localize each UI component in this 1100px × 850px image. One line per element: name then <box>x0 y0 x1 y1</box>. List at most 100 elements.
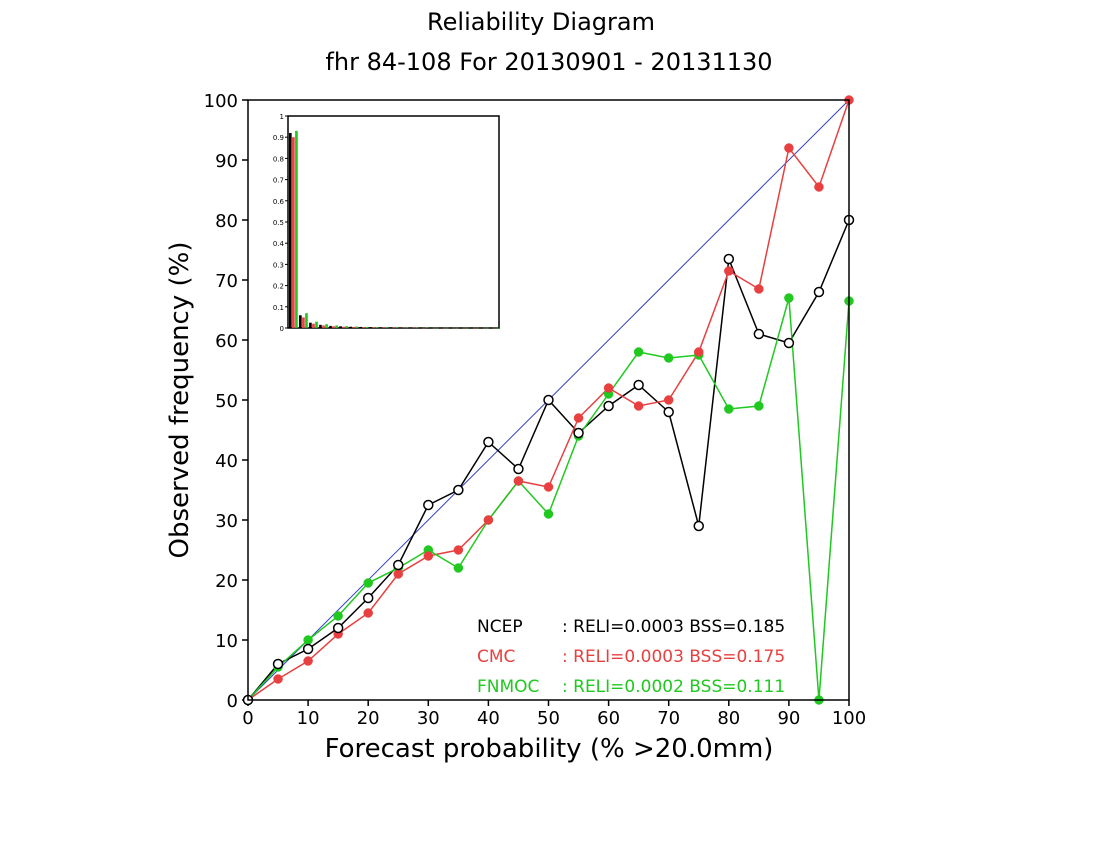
legend: NCEP : RELI=0.0003 BSS=0.185 CMC : RELI=0.0… <box>477 617 785 697</box>
data-point-ncep <box>302 643 314 655</box>
data-point-cmc <box>754 284 764 294</box>
data-point-fnmoc <box>363 578 373 588</box>
data-point-cmc <box>814 182 824 192</box>
inset-bar-fnmoc <box>335 325 338 328</box>
y-tick-label: 50 <box>215 391 238 412</box>
data-point-cmc <box>303 656 313 666</box>
data-point-cmc <box>483 515 494 525</box>
data-point-fnmoc <box>453 563 464 573</box>
x-tick-label: 50 <box>537 708 560 729</box>
inset-bar-fnmoc <box>465 327 469 329</box>
data-point-ncep <box>513 463 524 475</box>
data-point-cmc <box>633 401 644 411</box>
legend-name-ncep: NCEP <box>477 617 523 637</box>
inset-bar-fnmoc <box>415 327 419 329</box>
inset-y-tick-label: 0.7 <box>273 177 284 185</box>
inset-bar-ncep <box>459 327 463 329</box>
inset-bar-cmc <box>492 327 496 329</box>
y-tick-label: 40 <box>215 451 238 472</box>
inset-bar-fnmoc <box>445 327 449 329</box>
inset-bar-ncep <box>409 327 413 329</box>
inset-y-tick-label: 1 <box>280 113 284 121</box>
inset-bar-cmc <box>422 327 426 329</box>
inset-bar-ncep <box>429 327 433 329</box>
inset-bar-cmc <box>302 317 305 328</box>
y-tick-label: 10 <box>215 631 238 652</box>
inset-bar-cmc <box>322 325 325 328</box>
inset-bar-fnmoc <box>385 327 389 328</box>
inset-bar-cmc <box>362 327 366 328</box>
y-tick-label: 90 <box>215 151 238 172</box>
data-point-cmc <box>513 476 524 486</box>
data-point-cmc <box>543 482 554 492</box>
inset-bar-cmc <box>402 327 406 329</box>
data-point-ncep <box>543 394 554 406</box>
inset-bar-ncep <box>489 327 493 329</box>
inset-bar-cmc <box>432 327 436 329</box>
data-point-fnmoc <box>543 509 554 519</box>
data-point-cmc <box>423 551 434 561</box>
inset-bar-ncep <box>449 327 453 329</box>
inset-bar-ncep <box>379 327 383 328</box>
inset-bar-fnmoc <box>485 327 489 329</box>
legend-name-fnmoc: FNMOC <box>477 677 539 697</box>
inset-bar-ncep <box>419 327 423 329</box>
x-axis-label: Forecast probability (% >20.0mm) <box>325 734 774 764</box>
inset-bar-cmc <box>452 327 456 329</box>
data-point-cmc <box>573 413 584 423</box>
inset-bar-cmc <box>342 326 345 328</box>
series-line-fnmoc <box>247 297 850 701</box>
chart-subtitle: fhr 84-108 For 20130901 - 20131130 <box>325 48 772 76</box>
inset-bar-fnmoc <box>496 327 499 329</box>
y-axis-label: Observed frequency (%) <box>165 241 195 558</box>
y-tick-label: 80 <box>215 211 238 232</box>
data-point-ncep <box>813 286 825 298</box>
data-point-fnmoc <box>333 611 343 621</box>
inset-bar-fnmoc <box>305 313 308 328</box>
inset-bar-ncep <box>319 324 322 328</box>
data-point-ncep <box>362 592 374 604</box>
inset-bar-cmc <box>352 326 355 328</box>
y-tick-label: 0 <box>227 691 238 712</box>
inset-bar-fnmoc <box>365 326 369 328</box>
y-tick-label: 100 <box>204 91 238 112</box>
legend-stats-fnmoc: : RELI=0.0002 BSS=0.111 <box>562 677 785 697</box>
data-point-ncep <box>332 622 344 634</box>
data-point-cmc <box>363 608 373 618</box>
inset-bar-cmc <box>332 326 335 328</box>
data-point-ncep <box>633 379 644 391</box>
inset-y-tick-label: 0.8 <box>273 155 284 163</box>
inset-bar-cmc <box>382 327 386 328</box>
x-tick-label: 80 <box>717 708 740 729</box>
data-point-ncep <box>423 499 434 511</box>
inset-y-tick-label: 0.3 <box>273 261 284 269</box>
data-point-ncep <box>783 337 795 349</box>
inset-y-tick-label: 0.2 <box>273 283 284 291</box>
inset-histogram: 0 0.1 0.2 0.3 0.4 0.5 0.6 0.7 0.8 0.9 1 <box>273 113 500 333</box>
series-layer <box>242 95 855 706</box>
inset-y-tick-label: 0 <box>280 325 284 333</box>
x-tick-label: 0 <box>242 708 253 729</box>
y-tick-label: 20 <box>215 571 238 592</box>
data-point-ncep <box>603 400 614 412</box>
data-point-cmc <box>603 383 614 393</box>
data-point-cmc <box>393 569 403 579</box>
inset-bar-ncep <box>359 326 362 328</box>
data-point-cmc <box>784 143 794 153</box>
data-point-ncep <box>753 328 765 340</box>
inset-bar-fnmoc <box>375 327 379 328</box>
inset-bar-cmc <box>292 137 295 328</box>
x-axis-ticks: 0 10 20 30 40 50 60 70 80 90 100 <box>242 700 866 729</box>
legend-name-cmc: CMC <box>477 647 515 667</box>
x-tick-label: 10 <box>297 708 320 729</box>
legend-stats-ncep: : RELI=0.0003 BSS=0.185 <box>562 617 785 637</box>
inset-bar-ncep <box>469 327 473 329</box>
inset-bar-cmc <box>312 323 315 328</box>
data-point-fnmoc <box>754 401 764 411</box>
inset-bar-ncep <box>289 132 292 328</box>
inset-bar-fnmoc <box>315 321 318 328</box>
data-point-cmc <box>724 266 734 276</box>
data-point-fnmoc <box>663 353 674 363</box>
data-point-ncep <box>693 520 704 532</box>
